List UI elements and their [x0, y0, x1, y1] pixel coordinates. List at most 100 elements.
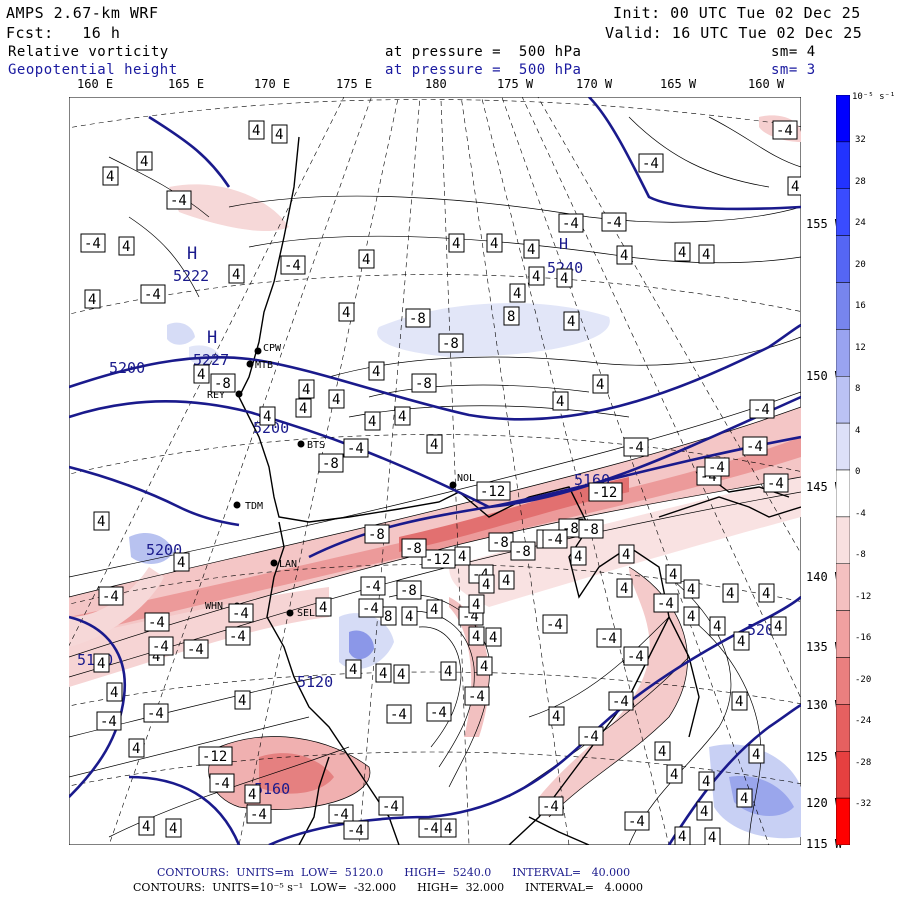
vorticity-label-box [426, 599, 443, 619]
vorticity-label: 4 [142, 819, 150, 835]
vorticity-label: 4 [480, 659, 488, 675]
vorticity-label: -4 [628, 814, 645, 830]
vorticity-label-box [138, 816, 155, 836]
vorticity-label-box [758, 583, 775, 603]
height-label: 5200 [109, 359, 145, 377]
vorticity-label-box [228, 264, 245, 284]
vorticity-label-box [401, 606, 418, 626]
vorticity-label-box [401, 538, 427, 558]
vorticity-label-box [748, 744, 765, 764]
vorticity-label: -8 [582, 522, 599, 538]
vorticity-label-box [393, 664, 410, 684]
vorticity-label: 4 [574, 549, 582, 565]
vorticity-label: 4 [140, 154, 148, 170]
coastline [238, 136, 801, 845]
vorticity-label-box [638, 153, 664, 173]
vorticity-label-box [558, 213, 584, 233]
vorticity-label: 4 [397, 667, 405, 683]
lat-label: 140 W [806, 570, 843, 584]
vorticity-label-box [259, 406, 276, 426]
vorticity-label-box [749, 399, 775, 419]
vorticity-label: 4 [669, 567, 677, 583]
colorbar [836, 95, 850, 845]
vorticity-label-box [578, 519, 604, 539]
vorticity-label-box [440, 661, 457, 681]
vorticity-label: 4 [708, 830, 716, 845]
lat-label: 120 W [806, 796, 843, 810]
vorticity-label-box [563, 311, 580, 331]
forecast-hour: Fcst: 16 h [6, 24, 121, 42]
vorticity-label: 4 [379, 666, 387, 682]
colorbar-swatch [836, 95, 850, 143]
station-dot [270, 559, 278, 567]
weather-map: CPW MTB REY BTS NOL TDM LAN WHN SEL 5200… [69, 97, 801, 845]
vorticity-label: -4 [84, 236, 101, 252]
vorticity-label: 4 [620, 581, 628, 597]
station-label: SEL [297, 608, 315, 619]
vorticity-label-box [468, 626, 485, 646]
vorticity-label: 4 [132, 741, 140, 757]
vorticity-label-box [616, 245, 633, 265]
vorticity-label-box [478, 574, 495, 594]
vorticity-label-box [742, 436, 768, 456]
vorticity-label: 4 [342, 305, 350, 321]
vorticity-label: -4 [627, 649, 644, 665]
vorticity-label: 4 [106, 169, 114, 185]
vorticity-label-box [343, 438, 369, 458]
vorticity-label: 4 [791, 179, 799, 195]
vorticity-label: 4 [490, 236, 498, 252]
vorticity-label: 4 [405, 609, 413, 625]
vorticity-label-box [510, 541, 536, 561]
vorticity-label-box [440, 818, 457, 838]
vorticity-label-box [106, 682, 123, 702]
vorticity-label-box [144, 612, 170, 632]
vorticity-label-box [578, 726, 604, 746]
lon-label: 170 W [576, 77, 613, 91]
vorticity-label-box [198, 746, 233, 766]
vorticity-label: 4 [567, 314, 575, 330]
vorticity-label: 4 [622, 547, 630, 563]
colorbar-tick-label: 24 [855, 218, 866, 228]
vorticity-label: 4 [658, 744, 666, 760]
vorticity-label: -4 [542, 799, 559, 815]
vorticity-label-box [386, 704, 412, 724]
station-dot [235, 390, 243, 398]
vorticity-label-box [298, 379, 315, 399]
vorticity-label-box [271, 124, 288, 144]
vorticity-label-box [698, 771, 715, 791]
vorticity-label: 4 [368, 414, 376, 430]
vorticity-label: -4 [232, 606, 249, 622]
vorticity-label-box [542, 529, 568, 549]
vorticity-label: -4 [390, 707, 407, 723]
vorticity-label: -8 [400, 583, 417, 599]
vorticity-label: -4 [347, 823, 364, 839]
vorticity-label-box [674, 826, 691, 845]
vorticity-label: -8 [442, 336, 459, 352]
footer-vorticity-contours: CONTOURS: UNITS=10⁻⁵ s⁻¹ LOW= -32.000 HI… [133, 881, 643, 894]
vorticity-label-box [84, 289, 101, 309]
high-value: 5222 [173, 267, 209, 285]
vorticity-label-box [596, 628, 622, 648]
vorticity-label-box [136, 151, 153, 171]
vorticity-label-box [295, 398, 312, 418]
lon-label: 160 E [77, 77, 114, 91]
vorticity-label: 4 [430, 437, 438, 453]
vorticity-label-box [787, 176, 801, 196]
vorticity-label-box [538, 796, 564, 816]
vorticity-label-box [696, 801, 713, 821]
vorticity-label: -4 [229, 629, 246, 645]
vorticity-label: 4 [349, 662, 357, 678]
vorticity-label-box [528, 266, 545, 286]
vorticity-label: -4 [152, 639, 169, 655]
vorticity-label: 4 [444, 664, 452, 680]
vorticity-label: 4 [735, 694, 743, 710]
vorticity-label: -12 [425, 552, 450, 568]
vorticity-label-box [592, 374, 609, 394]
vorticity-label-box [588, 482, 623, 502]
vorticity-label-box [244, 784, 261, 804]
vorticity-label-box [140, 284, 166, 304]
vorticity-label: -4 [708, 460, 725, 476]
vorticity-label: 4 [97, 514, 105, 530]
vorticity-label-box [665, 564, 682, 584]
vorticity-label: 4 [302, 382, 310, 398]
